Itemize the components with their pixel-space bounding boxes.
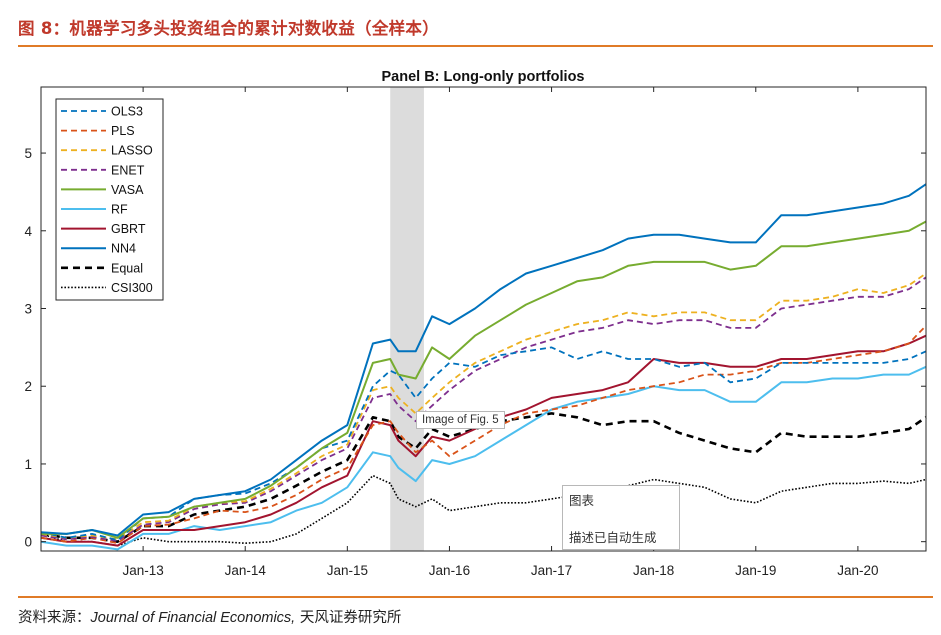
x-tick-label: Jan-15 — [327, 563, 368, 578]
legend-label-csi300: CSI300 — [111, 281, 153, 295]
legend-box — [55, 98, 164, 301]
source-note: 资料来源：Journal of Financial Economics, 天风证… — [18, 606, 401, 627]
legend-label-vasa: VASA — [111, 183, 144, 197]
x-tick-label: Jan-16 — [429, 563, 470, 578]
x-tick-label: Jan-18 — [633, 563, 674, 578]
shaded-period — [390, 87, 424, 551]
legend-label-pls: PLS — [111, 124, 135, 138]
alt-text-description: 描述已自动生成 — [569, 530, 657, 545]
y-tick-label: 1 — [24, 457, 32, 472]
legend-label-equal: Equal — [111, 261, 143, 275]
y-tick-label: 4 — [24, 224, 32, 239]
x-tick-label: Jan-17 — [531, 563, 572, 578]
legend-label-rf: RF — [111, 203, 128, 217]
legend-label-enet: ENET — [111, 163, 145, 177]
journal-name: Journal of Financial Economics, — [90, 610, 296, 626]
legend: OLS3 PLS LASSO ENET VASA RF GBRT NN4 Equal CSI300 — [55, 98, 164, 301]
legend-label-ols3: OLS3 — [111, 105, 143, 119]
source-suffix: 天风证券研究所 — [295, 610, 402, 626]
y-tick-label: 2 — [24, 379, 32, 394]
x-tick-label: Jan-14 — [225, 563, 267, 578]
series-line-csi300 — [40, 474, 927, 547]
series-line-equal — [40, 412, 927, 544]
legend-label-lasso: LASSO — [111, 144, 153, 158]
series-line-enet — [40, 276, 927, 542]
plot-frame — [40, 86, 927, 552]
source-divider — [18, 596, 933, 598]
series-line-ols3 — [40, 346, 927, 541]
series-line-vasa — [41, 220, 927, 539]
y-tick-label: 0 — [24, 535, 32, 550]
y-tick-label: 3 — [24, 302, 32, 317]
chart-title: Panel B: Long-only portfolios — [382, 69, 585, 85]
title-divider — [18, 45, 933, 47]
series-line-gbrt — [40, 334, 927, 547]
alt-text-title: 图表 — [569, 493, 595, 508]
image-tooltip: Image of Fig. 5 — [416, 411, 505, 429]
series-line-pls — [40, 324, 927, 545]
series-line-lasso — [40, 272, 927, 541]
figure-title: 图 8：机器学习多头投资组合的累计对数收益（全样本） — [18, 19, 440, 38]
alt-text-box: 图表 描述已自动生成 — [562, 485, 680, 550]
x-tick-label: Jan-20 — [837, 563, 878, 578]
series-line-nn4 — [40, 183, 927, 537]
source-prefix: 资料来源： — [18, 610, 91, 626]
legend-label-nn4: NN4 — [111, 242, 136, 256]
series-line-rf — [40, 365, 927, 551]
chart: Panel B: Long-only portfolios 0 1 2 3 4 5 Jan… — [24, 69, 927, 578]
x-tick-label: Jan-13 — [122, 563, 163, 578]
y-tick-label: 5 — [24, 146, 32, 161]
x-tick-label: Jan-19 — [735, 563, 776, 578]
legend-label-gbrt: GBRT — [111, 222, 146, 236]
